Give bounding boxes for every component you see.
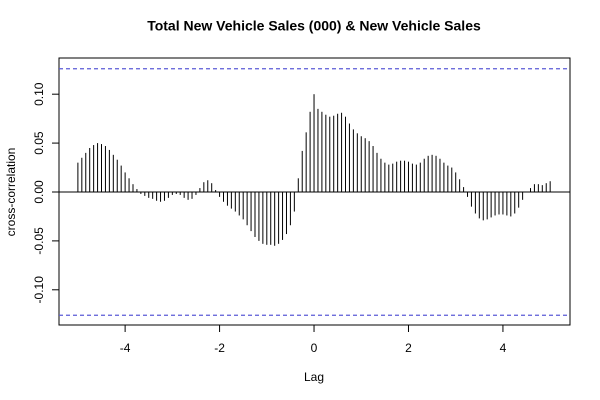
chart-title: Total New Vehicle Sales (000) & New Vehi… bbox=[147, 18, 481, 34]
x-tick-label: -2 bbox=[214, 341, 225, 355]
x-tick-label: 2 bbox=[405, 341, 412, 355]
x-tick-label: 0 bbox=[311, 341, 318, 355]
y-axis-label: cross-correlation bbox=[4, 148, 18, 237]
x-axis-label: Lag bbox=[304, 370, 324, 384]
x-tick-label: 4 bbox=[500, 341, 507, 355]
y-tick-label: 0.00 bbox=[32, 180, 46, 204]
y-tick-label: 0.05 bbox=[32, 131, 46, 155]
y-tick-label: -0.05 bbox=[32, 227, 46, 255]
x-tick-label: -4 bbox=[120, 341, 131, 355]
y-tick-label: -0.10 bbox=[32, 276, 46, 304]
y-tick-label: 0.10 bbox=[32, 82, 46, 106]
